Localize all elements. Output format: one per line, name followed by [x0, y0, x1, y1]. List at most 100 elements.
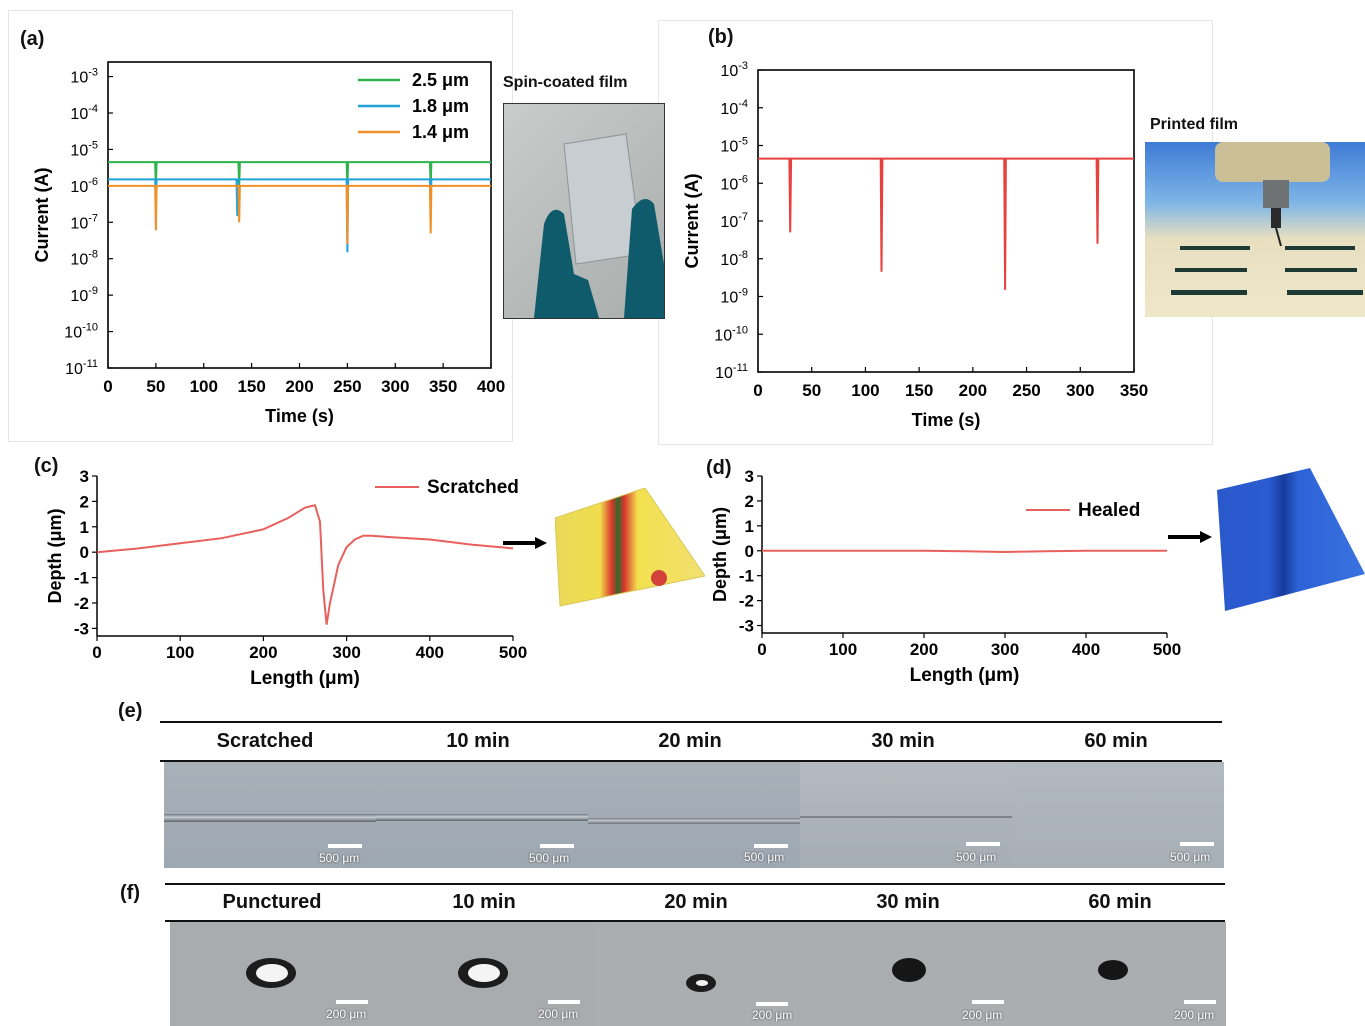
- surface-scratched-3d-image: [555, 488, 705, 607]
- y-tick-label: 1: [745, 517, 754, 536]
- x-tick-label: 100: [190, 377, 218, 396]
- x-tick-label: 400: [477, 377, 505, 396]
- x-axis-label: Time (s): [912, 410, 981, 430]
- micrograph-f-60min: 200 μm: [1018, 922, 1226, 1026]
- x-tick-label: 350: [429, 377, 457, 396]
- scalebar: [540, 844, 574, 848]
- scalebar: [972, 1000, 1004, 1004]
- scratch-line: [588, 818, 800, 824]
- scalebar: [1180, 842, 1214, 846]
- photo-a-caption: Spin-coated film: [503, 74, 628, 91]
- micrograph-e-60min: 500 μm: [1012, 762, 1224, 868]
- x-axis-label: Length (μm): [250, 668, 360, 689]
- y-tick-label: 10-9: [720, 287, 748, 307]
- printed-film-illustration: [1171, 142, 1363, 295]
- panel-a-frame: [8, 10, 513, 442]
- y-tick-label: 0: [745, 542, 754, 561]
- plot-frame: [757, 69, 1135, 373]
- scalebar-label: 500 μm: [319, 851, 360, 865]
- x-tick-label: 0: [757, 640, 766, 659]
- micrograph-e-20min: 500 μm: [588, 762, 800, 868]
- x-tick-label: 300: [991, 640, 1019, 659]
- x-tick-label: 0: [103, 377, 112, 396]
- y-tick-label: -2: [74, 594, 89, 613]
- x-tick-label: 400: [1072, 640, 1100, 659]
- photo-spin-coated-film: [503, 103, 665, 319]
- strip-f-header-5: 60 min: [1088, 891, 1152, 913]
- x-tick-label: 100: [166, 643, 194, 662]
- x-axis-label: Time (s): [265, 406, 334, 426]
- y-tick-label: -1: [739, 567, 754, 586]
- hole-bright: [256, 964, 288, 982]
- legend-label: Healed: [1078, 500, 1140, 521]
- hole-bright: [696, 980, 708, 986]
- y-tick-label: -3: [739, 617, 754, 636]
- micrograph-f-30min: 200 μm: [806, 922, 1018, 1026]
- panel-a-label: (a): [20, 28, 45, 50]
- scalebar-label: 500 μm: [529, 851, 570, 865]
- y-tick-label: 10-7: [70, 212, 98, 232]
- strip-e-header-3: 20 min: [658, 730, 722, 752]
- photo-b-caption: Printed film: [1150, 116, 1239, 133]
- strip-f-header-4: 30 min: [876, 891, 940, 913]
- strip-e-top-rule: [160, 721, 1222, 723]
- panel-e-label: (e): [118, 700, 143, 722]
- strip-e-header-rule: [160, 760, 1222, 762]
- hole-dark: [1098, 960, 1128, 980]
- x-tick-label: 250: [1012, 381, 1040, 400]
- series-line-3: [108, 184, 491, 245]
- y-tick-label: 10-6: [70, 176, 98, 196]
- chart-a-current-vs-time: 0 50 100 150 200 250 300 350 400 10-11 10-10 10-9 10…: [32, 61, 505, 426]
- panel-c-label: (c): [34, 455, 59, 477]
- x-tick-label: 500: [499, 643, 527, 662]
- scalebar-label: 200 μm: [538, 1007, 579, 1021]
- y-tick-label: 2: [80, 492, 89, 511]
- panel-b-frame: [658, 20, 1213, 445]
- y-tick-label: 2: [745, 492, 754, 511]
- y-tick-label: 10-4: [720, 98, 748, 118]
- micrograph-e-scratched: 500 μm: [164, 762, 376, 868]
- scalebar-label: 200 μm: [326, 1007, 367, 1021]
- scalebar: [966, 842, 1000, 846]
- y-axis-label: Depth (μm): [45, 508, 65, 603]
- y-tick-label: 10-10: [714, 324, 748, 344]
- scalebar: [328, 844, 362, 848]
- y-axis-label: Depth (μm): [710, 507, 730, 602]
- x-tick-label: 150: [905, 381, 933, 400]
- chart-c-depth-profile: 0 100 200 300 400 500 -3 -2 -1 0 1 2 3 Length (μm) Dep…: [45, 467, 527, 689]
- surface-healed-3d-image: [1217, 468, 1365, 611]
- x-axis-label: Length (μm): [910, 665, 1020, 686]
- strip-f-header-2: 10 min: [452, 891, 516, 913]
- y-axis-label: Current (A): [682, 174, 702, 269]
- y-tick-label: 10-9: [70, 285, 98, 305]
- panel-b-label: (b): [708, 26, 734, 48]
- x-tick-label: 200: [285, 377, 313, 396]
- scalebar-label: 200 μm: [1174, 1008, 1215, 1022]
- x-tick-label: 0: [92, 643, 101, 662]
- strip-e-header-1: Scratched: [216, 730, 314, 752]
- y-tick-label: 10-8: [70, 249, 98, 269]
- micrograph-f-20min: 200 μm: [594, 922, 806, 1026]
- x-tick-label: 200: [249, 643, 277, 662]
- y-tick-label: 10-6: [720, 173, 748, 193]
- strip-f-header-1: Punctured: [222, 891, 322, 913]
- scalebar: [336, 1000, 368, 1004]
- x-tick-label: 300: [1066, 381, 1094, 400]
- scratch-line: [164, 814, 376, 822]
- chart-b-current-vs-time: 0 50 100 150 200 250 300 350 10-11 10-10 10-9 10-8 1…: [682, 60, 1148, 430]
- strip-f-header-rule: [165, 920, 1225, 922]
- scalebar: [756, 1002, 788, 1006]
- y-tick-label: 0: [80, 543, 89, 562]
- panel-d-label: (d): [706, 457, 732, 479]
- scalebar: [548, 1000, 580, 1004]
- x-tick-label: 50: [802, 381, 821, 400]
- x-tick-label: 100: [851, 381, 879, 400]
- y-tick-label: 10-11: [715, 362, 748, 382]
- y-tick-label: -2: [739, 592, 754, 611]
- y-tick-label: -3: [74, 619, 89, 638]
- hole-dark: [892, 958, 926, 982]
- photo-printed-film: [1145, 142, 1365, 317]
- y-tick-label: 3: [745, 467, 754, 486]
- x-tick-label: 100: [829, 640, 857, 659]
- x-tick-label: 500: [1153, 640, 1181, 659]
